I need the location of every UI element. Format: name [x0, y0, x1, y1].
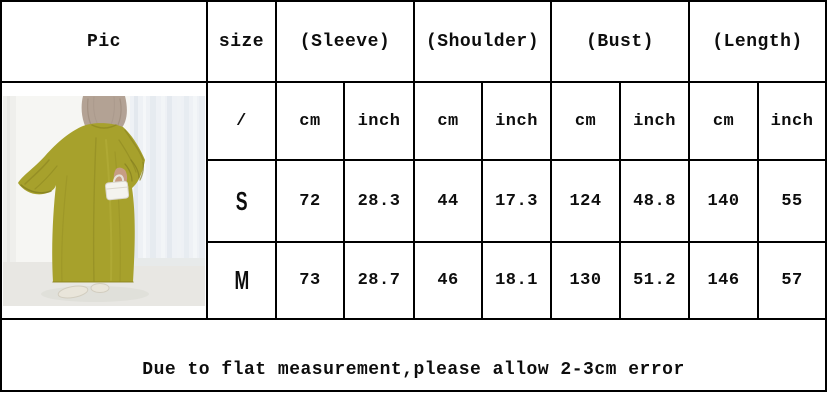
- header-pic: Pic: [0, 0, 208, 83]
- value-cell: 28.3: [342, 159, 416, 243]
- value-cell: 46: [413, 241, 484, 320]
- header-size: size: [206, 0, 277, 83]
- handbag: [105, 174, 130, 201]
- value-cell: 55: [757, 159, 827, 243]
- unit-cell-sleeve-inch: inch: [342, 81, 416, 161]
- shoes: [57, 283, 110, 299]
- unit-cell-length-cm: cm: [688, 81, 760, 161]
- header-sleeve: (Sleeve): [274, 0, 416, 83]
- value-cell: 44: [413, 159, 484, 243]
- value-cell: 51.2: [619, 241, 691, 320]
- value-cell: 17.3: [481, 159, 553, 243]
- size-row-m: M 73 28.7 46 18.1 130 51.2 146 57: [1, 241, 827, 320]
- product-photo-cell: [0, 81, 208, 320]
- size-row-s: S 72 28.3 44 17.3 124 48.8 140 55: [1, 159, 827, 243]
- unit-cell-length-inch: inch: [757, 81, 827, 161]
- measurement-note: Due to flat measurement,please allow 2-3…: [0, 318, 827, 392]
- unit-cell-sleeve-cm: cm: [275, 81, 345, 161]
- value-cell: 48.8: [619, 159, 691, 243]
- unit-cell-bust-inch: inch: [619, 81, 691, 161]
- value-cell: 28.7: [342, 241, 416, 320]
- size-label-cell: S: [206, 159, 277, 243]
- header-length: (Length): [688, 0, 827, 83]
- value-cell: 124: [550, 159, 622, 243]
- unit-cell-shoulder-cm: cm: [413, 81, 484, 161]
- value-cell: 18.1: [481, 241, 553, 320]
- value-cell: 140: [688, 159, 760, 243]
- abaya: [18, 123, 145, 283]
- size-label: S: [235, 185, 248, 216]
- header-bust: (Bust): [550, 0, 691, 83]
- abaya-body: [18, 123, 145, 282]
- product-photo: [3, 96, 205, 306]
- value-cell: 72: [275, 159, 345, 243]
- unit-cell-shoulder-inch: inch: [481, 81, 553, 161]
- size-label-cell: M: [206, 241, 277, 320]
- unit-slash-cell: /: [206, 81, 277, 161]
- size-label: M: [234, 265, 249, 295]
- note-row: Due to flat measurement,please allow 2-3…: [0, 318, 827, 392]
- value-cell: 146: [688, 241, 760, 320]
- unit-cell-bust-cm: cm: [550, 81, 622, 161]
- units-row: / cm inch cm inch cm inch cm inch: [0, 81, 827, 320]
- value-cell: 57: [757, 241, 827, 320]
- header-shoulder: (Shoulder): [413, 0, 553, 83]
- size-table: Pic size (Sleeve) (Shoulder) (Bust) (Len…: [0, 0, 827, 392]
- header-row: Pic size (Sleeve) (Shoulder) (Bust) (Len…: [0, 0, 827, 83]
- curtain: [130, 96, 205, 266]
- value-cell: 73: [275, 241, 345, 320]
- value-cell: 130: [550, 241, 622, 320]
